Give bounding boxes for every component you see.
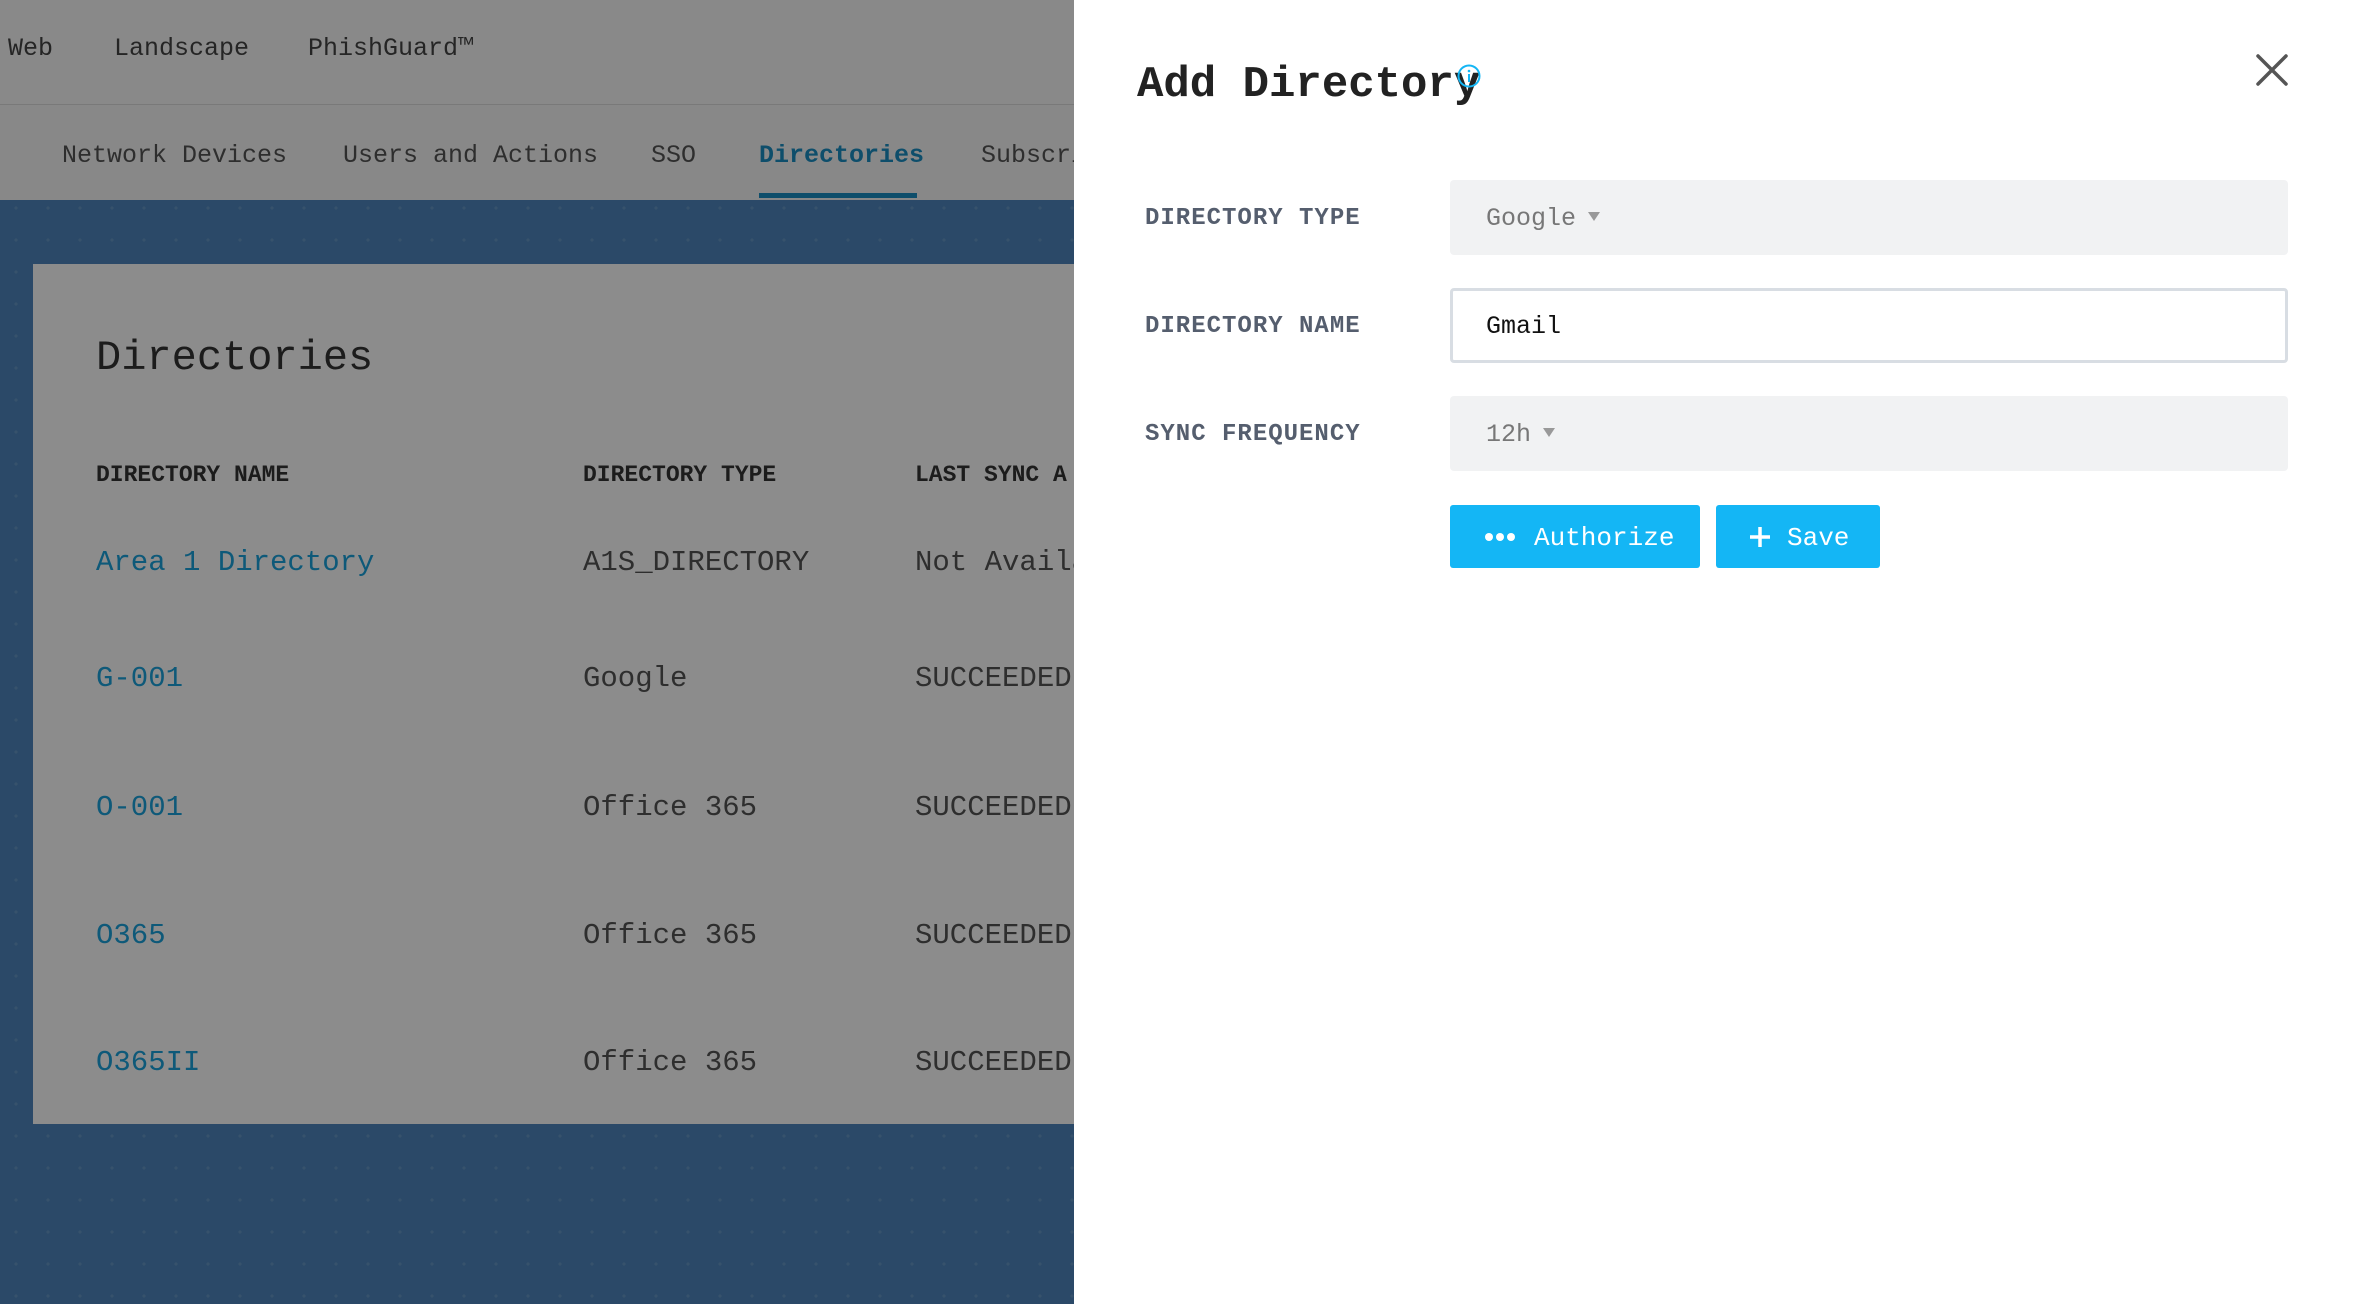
select-input[interactable]: Google [1450,180,2288,255]
text-input[interactable]: Gmail [1450,288,2288,363]
tab[interactable]: Network Devices [62,141,288,170]
tab[interactable]: Users and Actions [343,141,599,170]
table-cell: SUCCEEDED [915,791,1072,824]
table-cell: Office 365 [583,1046,758,1079]
active-tab-indicator [759,193,917,198]
field-label: DIRECTORY NAME [1145,313,1361,340]
column-header: LAST SYNC A [915,462,1067,488]
tab[interactable]: SSO [651,141,697,170]
info-icon[interactable] [1457,64,1481,88]
directory-link[interactable]: G-001 [96,662,184,695]
directory-link[interactable]: O365 [96,919,166,952]
directory-link[interactable]: O-001 [96,791,184,824]
button[interactable]: Authorize [1450,505,1700,568]
field-label: DIRECTORY TYPE [1145,205,1361,232]
dropdown-caret [1588,212,1601,221]
plus-icon [1750,527,1770,547]
tab[interactable]: Subscri [981,141,1087,170]
field-label: SYNC FREQUENCY [1145,421,1361,448]
table-cell: A1S_DIRECTORY [583,546,810,579]
column-header: DIRECTORY NAME [96,462,290,488]
drawer-title: Add Directory [1137,60,1481,110]
nav-item[interactable]: Web [8,34,54,63]
button-label: Authorize [1534,523,1675,553]
card-title: Directories [96,334,374,382]
field-value: 12h [1486,420,1532,449]
tab[interactable]: Directories [759,141,925,170]
directory-link[interactable]: Area 1 Directory [96,546,375,579]
button-label: Save [1787,523,1850,553]
table-cell: Google [583,662,688,695]
select-input[interactable]: 12h [1450,396,2288,471]
table-cell: Office 365 [583,919,758,952]
dots-icon [1485,533,1515,541]
directory-link[interactable]: O365II [96,1046,201,1079]
field-value: Gmail [1486,312,1562,341]
nav-item[interactable]: PhishGuard™ [308,34,474,63]
table-cell: SUCCEEDED [915,919,1072,952]
button[interactable]: Save [1716,505,1880,568]
table-cell: SUCCEEDED [915,1046,1072,1079]
close-button[interactable] [2254,52,2290,88]
nav-item[interactable]: Landscape [114,34,250,63]
field-value: Google [1486,204,1577,233]
modal-overlay[interactable] [0,0,1074,1304]
table-cell: Not Availa [915,546,1090,579]
column-header: DIRECTORY TYPE [583,462,777,488]
add-directory-drawer: Add Directory DIRECTORY TYPE Google DIRECT… [1074,0,2356,1304]
dropdown-caret [1543,428,1556,437]
table-cell: SUCCEEDED [915,662,1072,695]
table-cell: Office 365 [583,791,758,824]
